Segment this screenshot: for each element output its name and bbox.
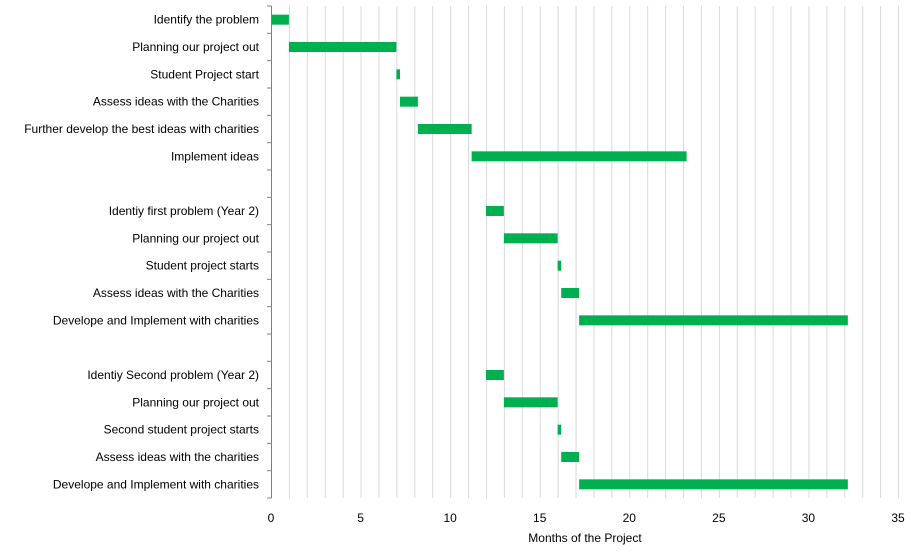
category-label: Identiy first problem (Year 2) <box>109 204 259 218</box>
task-bar <box>396 69 400 80</box>
task-bar <box>557 424 562 435</box>
task-bar <box>579 315 848 326</box>
task-bar <box>485 206 504 216</box>
category-label: Second student project starts <box>104 423 259 437</box>
bars <box>271 14 848 490</box>
task-bar <box>557 260 562 271</box>
x-axis-title: Months of the Project <box>528 531 642 545</box>
task-bar <box>561 288 580 298</box>
task-bar <box>271 14 289 25</box>
grid-lines <box>288 6 899 498</box>
x-tick-label: 20 <box>623 511 637 525</box>
x-tick-label: 10 <box>443 511 457 525</box>
x-tick-label: 30 <box>802 511 816 525</box>
category-label: Identify the problem <box>154 13 259 27</box>
category-label: Student project starts <box>146 259 259 273</box>
x-tick-label: 5 <box>357 511 364 525</box>
category-label: Assess ideas with the Charities <box>93 286 259 300</box>
category-label: Further develop the best ideas with char… <box>24 122 259 136</box>
task-bar <box>417 124 472 134</box>
task-bar <box>399 96 418 107</box>
category-label: Assess ideas with the Charities <box>93 95 259 109</box>
x-tick-labels: 0 5 10 15 20 25 30 35 <box>268 511 905 525</box>
category-label: Assess ideas with the charities <box>96 450 259 464</box>
category-label: Develope and Implement with charities <box>53 477 259 491</box>
category-label: Planning our project out <box>132 231 259 245</box>
category-label: Identiy Second problem (Year 2) <box>87 368 259 382</box>
category-labels: Identify the problem Planning our project… <box>24 13 259 492</box>
task-bar <box>485 370 504 380</box>
axes <box>267 5 272 499</box>
x-tick-label: 0 <box>268 511 275 525</box>
x-tick-label: 35 <box>891 511 905 525</box>
task-bar <box>561 452 580 462</box>
category-label: Student Project start <box>150 67 259 81</box>
category-label: Implement ideas <box>171 149 259 163</box>
category-label: Develope and Implement with charities <box>53 313 259 327</box>
category-label: Planning our project out <box>132 395 259 409</box>
x-tick-label: 25 <box>712 511 726 525</box>
task-bar <box>503 233 558 244</box>
task-bar <box>471 151 687 162</box>
category-label: Planning our project out <box>132 40 259 54</box>
task-bar <box>579 479 848 490</box>
x-tick-label: 15 <box>533 511 547 525</box>
task-bar <box>503 397 558 408</box>
task-bar <box>288 42 397 52</box>
